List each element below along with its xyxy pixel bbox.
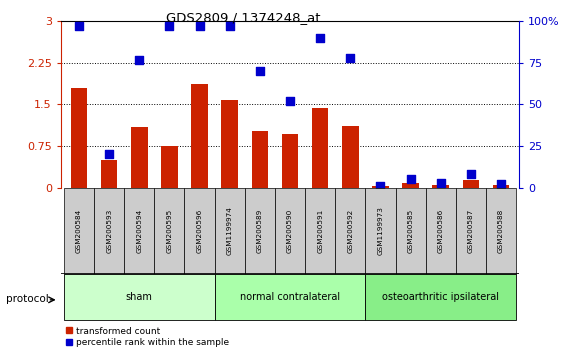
Text: GSM200596: GSM200596 <box>197 209 202 253</box>
Text: sham: sham <box>126 292 153 302</box>
Text: GSM200589: GSM200589 <box>257 209 263 253</box>
Text: GSM200584: GSM200584 <box>76 209 82 253</box>
Bar <box>342 126 358 188</box>
Text: normal contralateral: normal contralateral <box>240 292 340 302</box>
Text: GSM200590: GSM200590 <box>287 209 293 253</box>
Text: GSM1199973: GSM1199973 <box>378 206 383 256</box>
Bar <box>312 108 328 188</box>
Bar <box>305 188 335 274</box>
Bar <box>365 188 396 274</box>
Bar <box>493 185 509 188</box>
Text: GSM200594: GSM200594 <box>136 209 142 253</box>
Bar <box>94 188 124 274</box>
Text: GSM200588: GSM200588 <box>498 209 504 253</box>
Point <box>496 182 506 187</box>
Point <box>376 183 385 189</box>
Bar <box>184 188 215 274</box>
Bar <box>456 188 486 274</box>
Bar <box>161 146 177 188</box>
Bar <box>486 188 516 274</box>
Bar <box>335 188 365 274</box>
Point <box>406 177 415 182</box>
Legend: transformed count, percentile rank within the sample: transformed count, percentile rank withi… <box>66 327 229 347</box>
Point <box>285 98 295 104</box>
Point <box>316 35 325 41</box>
Point <box>346 55 355 61</box>
Point <box>255 68 264 74</box>
Point <box>165 23 174 29</box>
Point <box>135 57 144 62</box>
Point <box>225 23 234 29</box>
Bar <box>275 188 305 274</box>
Text: GSM200595: GSM200595 <box>166 209 172 253</box>
Text: GSM200586: GSM200586 <box>438 209 444 253</box>
Text: GSM200585: GSM200585 <box>408 209 414 253</box>
Text: GSM1199974: GSM1199974 <box>227 206 233 256</box>
Bar <box>463 181 479 188</box>
Text: GSM200587: GSM200587 <box>468 209 474 253</box>
Bar <box>372 186 389 188</box>
Bar <box>71 88 87 188</box>
Bar <box>124 188 154 274</box>
Text: GSM200593: GSM200593 <box>106 209 112 253</box>
Bar <box>215 188 245 274</box>
Bar <box>101 160 117 188</box>
Point <box>195 23 204 29</box>
Text: GSM200591: GSM200591 <box>317 209 323 253</box>
Point <box>436 180 445 185</box>
Bar <box>396 188 426 274</box>
Bar <box>252 131 268 188</box>
Bar <box>222 100 238 188</box>
Bar <box>365 274 516 320</box>
Bar <box>215 274 365 320</box>
Text: osteoarthritic ipsilateral: osteoarthritic ipsilateral <box>382 292 499 302</box>
Bar <box>403 183 419 188</box>
Point <box>104 152 114 157</box>
Bar <box>154 188 184 274</box>
Bar <box>191 84 208 188</box>
Bar <box>64 274 215 320</box>
Bar <box>131 127 147 188</box>
Bar <box>64 188 94 274</box>
Bar <box>426 188 456 274</box>
Point <box>74 23 84 29</box>
Bar <box>282 134 298 188</box>
Text: GDS2809 / 1374248_at: GDS2809 / 1374248_at <box>166 11 321 24</box>
Bar <box>433 185 449 188</box>
Text: protocol: protocol <box>6 294 49 304</box>
Text: GSM200592: GSM200592 <box>347 209 353 253</box>
Bar <box>245 188 275 274</box>
Point <box>466 171 476 177</box>
